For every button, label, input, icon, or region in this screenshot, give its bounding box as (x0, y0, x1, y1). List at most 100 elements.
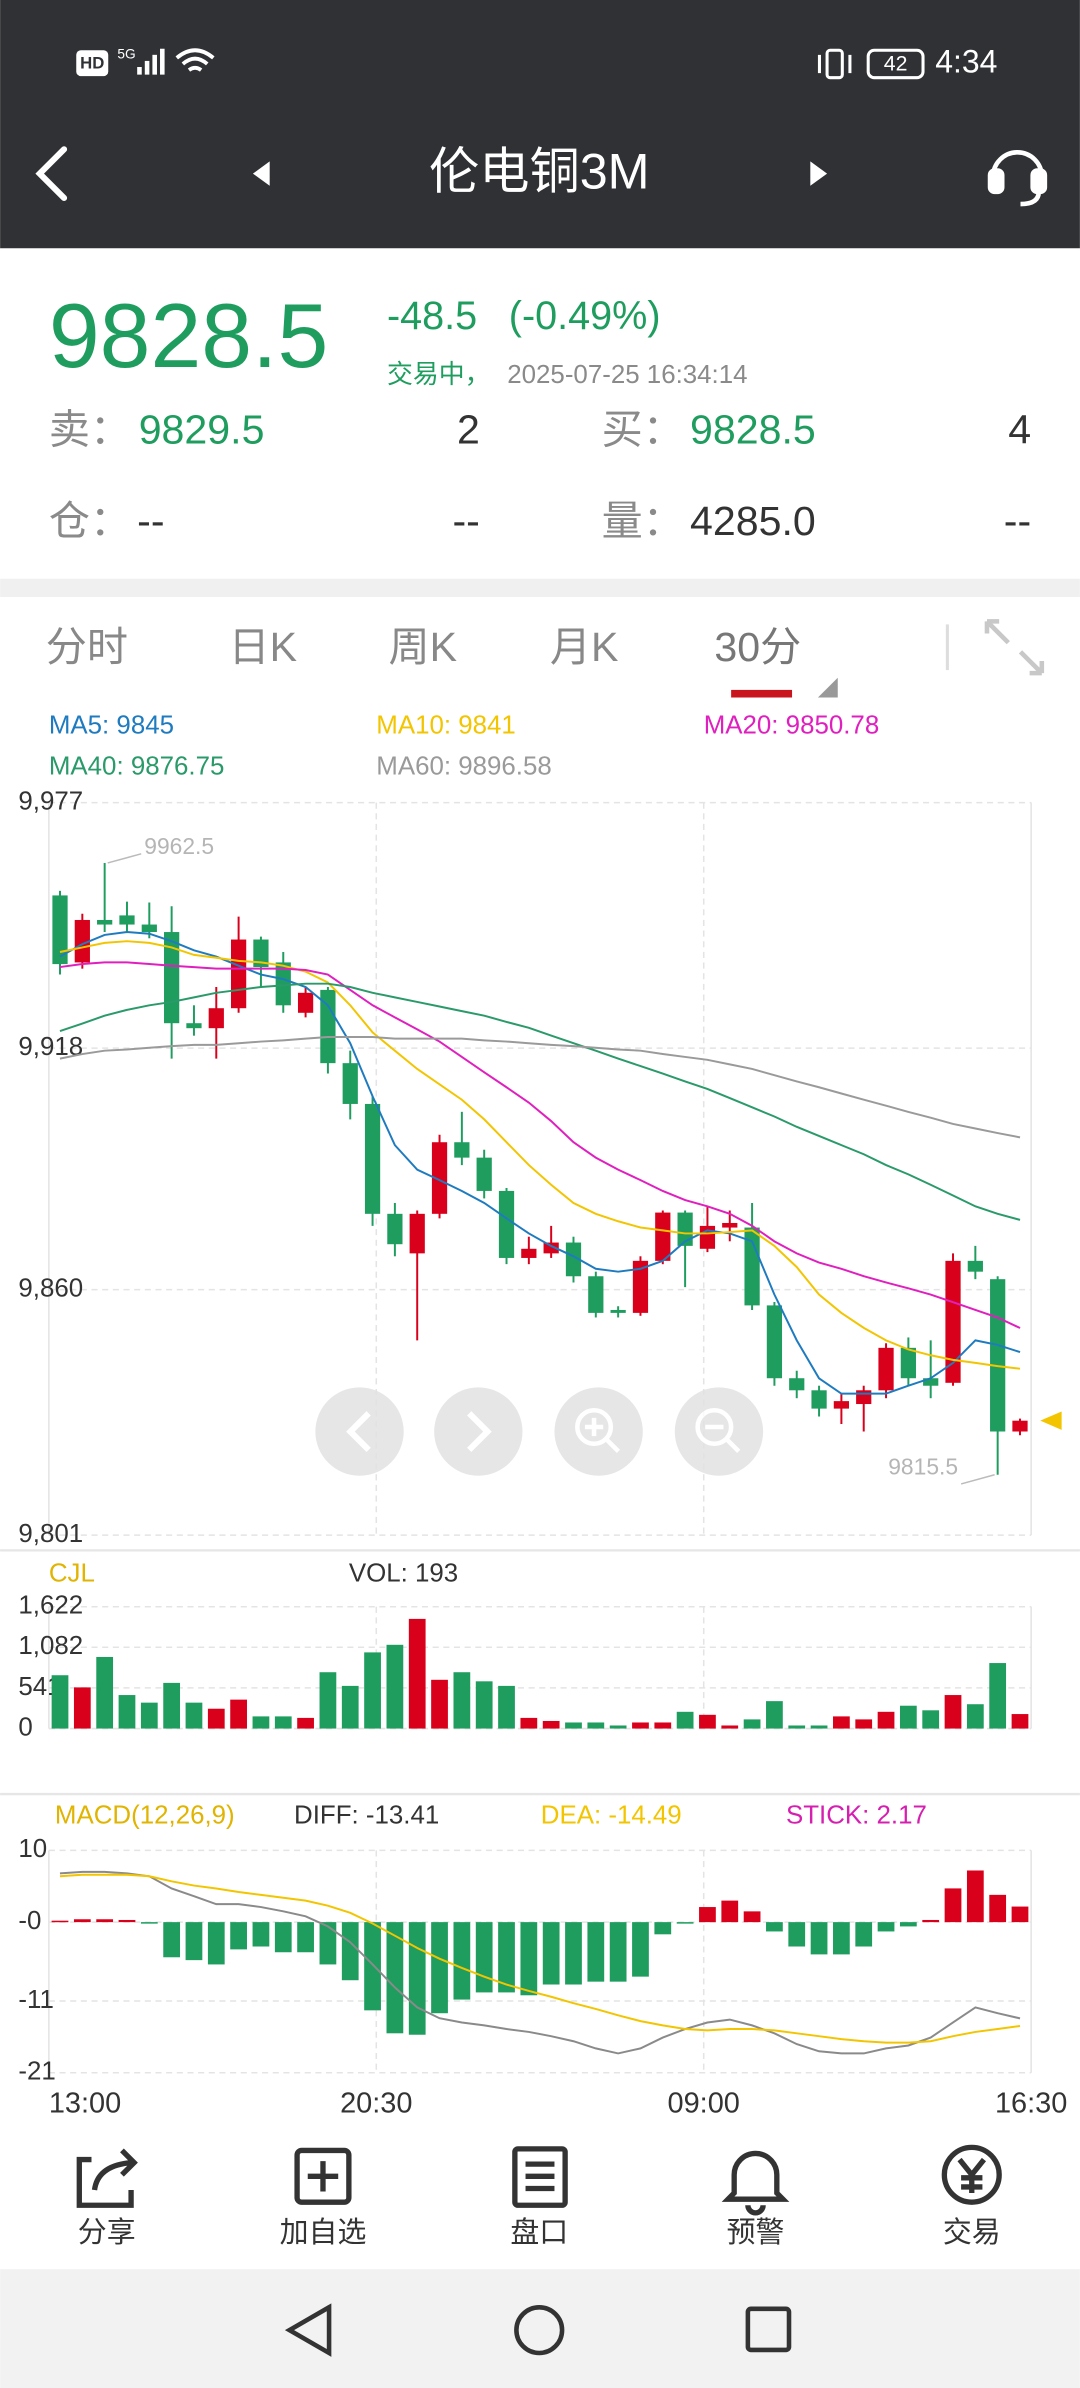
candle-body (900, 1347, 916, 1379)
tab[interactable]: 日K (229, 624, 298, 670)
volume-bar (721, 1725, 739, 1729)
macd-bar (297, 1922, 314, 1953)
zoom-out-button[interactable] (674, 1387, 764, 1476)
volume-bar (230, 1699, 247, 1729)
candle-body (1012, 1420, 1028, 1432)
system-recents[interactable] (745, 2306, 792, 2353)
macd-bar (185, 1922, 203, 1961)
price-change-pct: (-0.49%) (509, 294, 661, 338)
volume-bar (565, 1722, 582, 1729)
macd-bar (51, 1920, 69, 1923)
macd-bar (699, 1907, 716, 1923)
toolbar-label[interactable]: 分享 (78, 2217, 136, 2249)
candle-body (409, 1213, 425, 1254)
service-button[interactable] (987, 150, 1048, 207)
share-icon[interactable] (76, 2148, 138, 2208)
candle-body (610, 1309, 626, 1313)
candle-body (74, 919, 90, 963)
prev-button[interactable] (252, 161, 270, 186)
volume-bar (341, 1685, 359, 1729)
macd-bar (118, 1919, 136, 1923)
last-price-marker (1040, 1411, 1062, 1430)
volume-bar (587, 1722, 605, 1729)
next-button[interactable] (810, 161, 828, 186)
legend-entry: MA20: 9850.78 (704, 711, 880, 739)
oi-label: 仓： (49, 498, 131, 544)
tab[interactable]: 分时 (46, 624, 128, 670)
candle-body (632, 1260, 649, 1313)
macd-bar (810, 1922, 828, 1955)
volume-value: 4285.0 (690, 498, 816, 544)
buy-price: 9828.5 (690, 406, 816, 452)
trade-status: 交易中， (387, 360, 491, 389)
macd-bar (542, 1922, 560, 1985)
tab[interactable]: 月K (550, 624, 619, 670)
candle-body (543, 1242, 559, 1254)
y-tick-label: 1,622 (18, 1592, 83, 1620)
pan-right-button[interactable] (434, 1387, 523, 1476)
toolbar-label[interactable]: 交易 (943, 2217, 1001, 2249)
volume-bar (364, 1652, 381, 1729)
candle-body (186, 1023, 202, 1029)
hd-badge (76, 50, 109, 77)
tab-dropdown[interactable] (817, 677, 838, 698)
candle-body (878, 1347, 894, 1391)
volume-bar (810, 1725, 828, 1729)
macd-bar (654, 1922, 672, 1935)
candle-body (789, 1378, 805, 1391)
tab[interactable]: 周K (388, 624, 457, 670)
chart-controls (315, 1387, 764, 1476)
clock: 4:34 (935, 43, 997, 79)
alert-icon[interactable] (721, 2150, 790, 2216)
volume-bar (788, 1725, 806, 1729)
candle-body (387, 1213, 403, 1245)
pan-left-button[interactable] (315, 1387, 404, 1476)
back-button[interactable] (35, 146, 68, 202)
candle-body (52, 895, 68, 965)
y-tick-label: -11 (18, 1986, 53, 2014)
candle-body (722, 1222, 738, 1228)
system-back[interactable] (284, 2303, 332, 2357)
macd-bar (833, 1922, 850, 1955)
toolbar-label[interactable]: 加自选 (280, 2217, 367, 2249)
volume-bar (73, 1687, 91, 1729)
battery (866, 48, 925, 80)
price-change: -48.5 (387, 294, 477, 338)
sell-qty: 2 (457, 406, 480, 452)
orderbook-icon[interactable] (512, 2146, 568, 2208)
volume-bar (96, 1656, 114, 1729)
volume-bar (431, 1679, 448, 1729)
macd-bar (632, 1922, 649, 1977)
macd-bar (587, 1922, 605, 1982)
fullscreen-button[interactable] (984, 619, 1045, 676)
tab-active[interactable]: 30分 (714, 624, 801, 670)
volume-bar (542, 1720, 560, 1729)
zoom-in-button[interactable] (554, 1387, 643, 1476)
volume-bar (274, 1716, 292, 1729)
high-leader (107, 853, 142, 864)
volume-bar (140, 1702, 158, 1729)
low-leader (960, 1474, 995, 1485)
vibrate-icon (817, 48, 852, 80)
watchlist-icon[interactable] (294, 2147, 352, 2205)
volume-bar (833, 1716, 850, 1729)
volume-bar (989, 1663, 1007, 1729)
candle-body (253, 939, 269, 968)
zoom-in-icon (575, 1407, 621, 1453)
volume-bar (966, 1704, 984, 1729)
line-series (59, 961, 1021, 1329)
candle-body (833, 1401, 850, 1409)
toolbar-label[interactable]: 预警 (727, 2217, 785, 2249)
volume-bar (676, 1711, 694, 1729)
candle-body (677, 1212, 693, 1246)
volume-change: -- (1004, 498, 1031, 544)
line-series (59, 1870, 1021, 2055)
trade-icon[interactable] (941, 2144, 1002, 2205)
volume-label: VOL: 193 (349, 1560, 458, 1588)
system-home[interactable] (514, 2304, 565, 2356)
candle-body (588, 1276, 604, 1313)
line-series (59, 1873, 1021, 2044)
toolbar-label[interactable]: 盘口 (510, 2217, 568, 2249)
